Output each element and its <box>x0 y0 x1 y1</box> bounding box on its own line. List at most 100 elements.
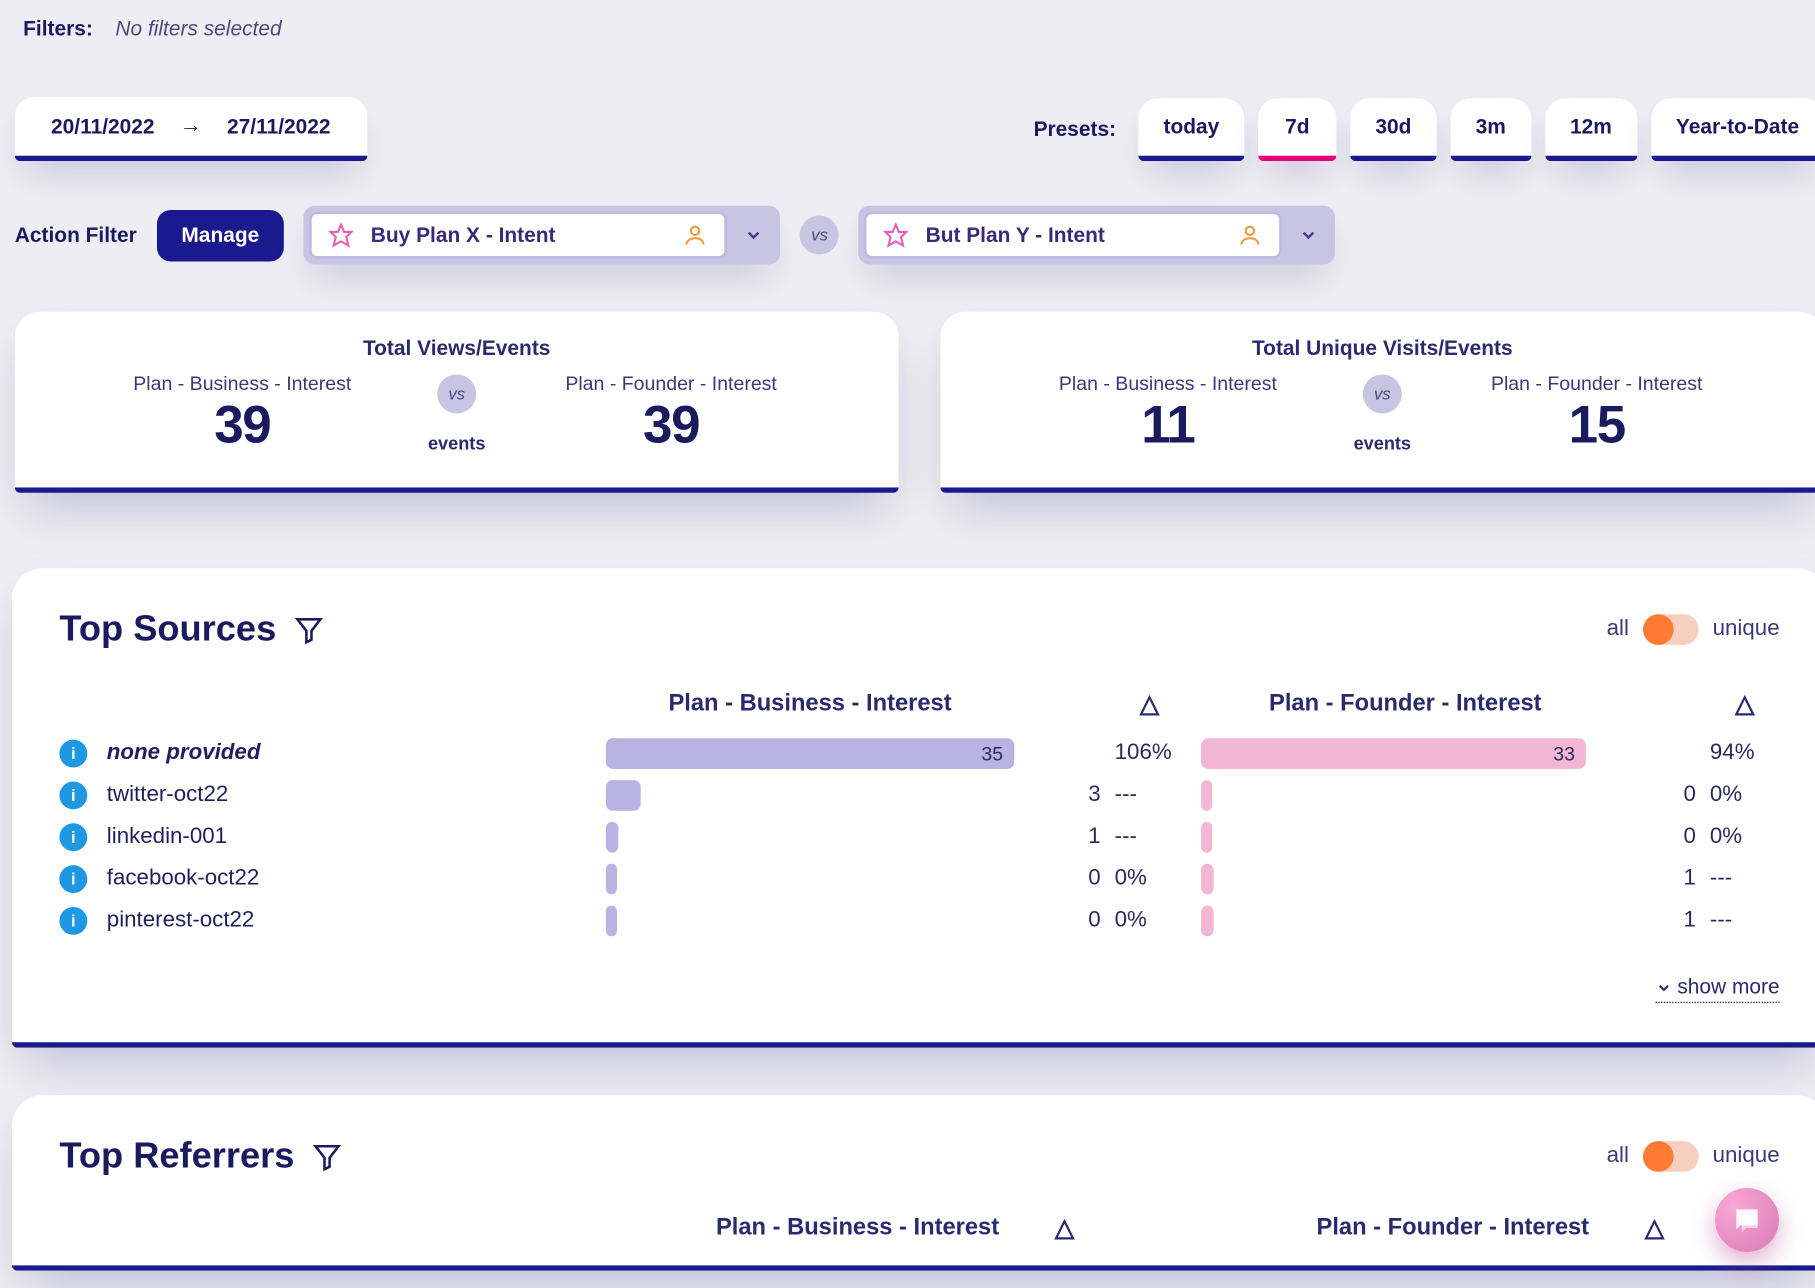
preset-7d[interactable]: 7d <box>1258 98 1336 161</box>
toggle-right-label: unique <box>1713 616 1780 641</box>
bar-pct: --- <box>1115 825 1185 850</box>
stat-card: Total Unique Visits/Events Plan - Busine… <box>940 312 1815 493</box>
filters-value: No filters selected <box>115 18 281 42</box>
source-row-label: ilinkedin-001 <box>59 816 589 858</box>
bar-value: 1 <box>1623 908 1695 933</box>
stat-left-value: 11 <box>982 397 1353 457</box>
bar-cell: 1 --- <box>606 818 1185 857</box>
stat-right-value: 39 <box>485 397 856 457</box>
preset-30d[interactable]: 30d <box>1350 98 1436 161</box>
bar-pct: 0% <box>1115 908 1185 933</box>
bar-pct: --- <box>1115 783 1185 808</box>
info-icon[interactable]: i <box>59 740 87 768</box>
stat-title: Total Views/Events <box>57 337 857 361</box>
info-icon[interactable]: i <box>59 865 87 893</box>
bar-value: 1 <box>1623 867 1695 892</box>
stat-card: Total Views/Events Plan - Business - Int… <box>15 312 899 493</box>
bar-cell: 0 0% <box>1201 818 1780 857</box>
filter-icon[interactable] <box>293 614 324 645</box>
vs-pill: vs <box>800 216 839 255</box>
bar-value: 3 <box>1028 783 1100 808</box>
preset-year-to-date[interactable]: Year-to-Date <box>1651 98 1815 161</box>
top-referrers-panel: Top Referrers all unique Plan - Business… <box>12 1095 1815 1271</box>
star-icon <box>329 222 354 247</box>
toggle-left-label: all <box>1607 616 1629 641</box>
bar-value: 0 <box>1028 867 1100 892</box>
all-unique-toggle[interactable] <box>1643 1140 1699 1171</box>
chat-fab[interactable] <box>1715 1188 1779 1252</box>
bar-cell: 1 --- <box>1201 901 1780 940</box>
bar-pct: 0% <box>1115 867 1185 892</box>
arrow-right-icon: → <box>180 114 202 139</box>
manage-button[interactable]: Manage <box>156 209 284 261</box>
col-left-header: Plan - Business - Interest <box>716 1214 999 1243</box>
bar-value: 0 <box>1028 908 1100 933</box>
date-range-picker[interactable]: 20/11/2022 → 27/11/2022 <box>15 97 367 161</box>
vs-pill: vs <box>1363 374 1402 413</box>
filters-label: Filters: <box>23 18 93 42</box>
delta-icon: △ <box>1055 1214 1074 1243</box>
info-icon[interactable]: i <box>59 781 87 809</box>
bar-cell: 3 --- <box>606 776 1185 815</box>
toggle-right-label: unique <box>1713 1143 1780 1168</box>
action-select-right[interactable]: But Plan Y - Intent <box>859 206 1336 265</box>
top-referrers-title: Top Referrers <box>59 1134 294 1177</box>
bar-pct: 0% <box>1710 825 1780 850</box>
action-select-left-label: Buy Plan X - Intent <box>371 223 667 247</box>
filters-line: Filters: No filters selected <box>12 12 1815 97</box>
bar-pct: 0% <box>1710 783 1780 808</box>
stat-left-label: Plan - Business - Interest <box>57 372 428 394</box>
star-icon <box>884 222 909 247</box>
preset-3m[interactable]: 3m <box>1450 98 1530 161</box>
action-select-left[interactable]: Buy Plan X - Intent <box>304 206 781 265</box>
source-row-label: ifacebook-oct22 <box>59 858 589 900</box>
top-sources-title: Top Sources <box>59 607 276 650</box>
bar-value: 0 <box>1623 783 1695 808</box>
bar-pct: 94% <box>1710 741 1780 766</box>
bar-cell: 0 0% <box>606 901 1185 940</box>
stat-unit: events <box>428 433 485 454</box>
presets-label: Presets: <box>1034 117 1117 141</box>
user-icon <box>683 222 708 247</box>
info-icon[interactable]: i <box>59 823 87 851</box>
bar-cell: 0 0% <box>1201 776 1780 815</box>
action-select-right-label: But Plan Y - Intent <box>926 223 1222 247</box>
stat-unit: events <box>1354 433 1411 454</box>
delta-icon: △ <box>1115 689 1185 718</box>
show-more-label: show more <box>1677 975 1779 999</box>
bar-pct: --- <box>1710 908 1780 933</box>
chevron-down-icon[interactable] <box>733 211 775 258</box>
bar-cell: 35 106% <box>606 734 1185 773</box>
bar-pct: 106% <box>1115 741 1185 766</box>
filter-icon[interactable] <box>311 1140 342 1171</box>
info-icon[interactable]: i <box>59 907 87 935</box>
show-more-button[interactable]: show more <box>1655 975 1780 1003</box>
bar-value: 1 <box>1028 825 1100 850</box>
col-right-header: Plan - Founder - Interest <box>1317 1214 1590 1243</box>
chevron-down-icon[interactable] <box>1288 211 1330 258</box>
preset-today[interactable]: today <box>1138 98 1244 161</box>
preset-12m[interactable]: 12m <box>1545 98 1637 161</box>
all-unique-toggle[interactable] <box>1643 614 1699 645</box>
col-header: Plan - Founder - Interest <box>1201 689 1609 718</box>
chevron-down-icon <box>1655 979 1672 996</box>
bar-cell: 1 --- <box>1201 860 1780 899</box>
presets: Presets: today7d30d3m12mYear-to-Date <box>1034 98 1815 161</box>
stat-right-label: Plan - Founder - Interest <box>1411 372 1782 394</box>
stat-left-label: Plan - Business - Interest <box>982 372 1353 394</box>
source-row-label: ipinterest-oct22 <box>59 900 589 942</box>
action-filter-label: Action Filter <box>15 223 137 247</box>
chat-icon <box>1731 1204 1763 1236</box>
date-to: 27/11/2022 <box>227 114 331 138</box>
bar-cell: 0 0% <box>606 860 1185 899</box>
delta-icon: △ <box>1645 1214 1664 1243</box>
stat-left-value: 39 <box>57 397 428 457</box>
user-icon <box>1238 222 1263 247</box>
date-from: 20/11/2022 <box>51 114 155 138</box>
bar-cell: 33 94% <box>1201 734 1780 773</box>
bar-value: 0 <box>1623 825 1695 850</box>
top-sources-panel: Top Sources all unique Plan - Business -… <box>12 568 1815 1048</box>
stat-right-value: 15 <box>1411 397 1782 457</box>
bar-pct: --- <box>1710 867 1780 892</box>
source-row-label: itwitter-oct22 <box>59 775 589 817</box>
